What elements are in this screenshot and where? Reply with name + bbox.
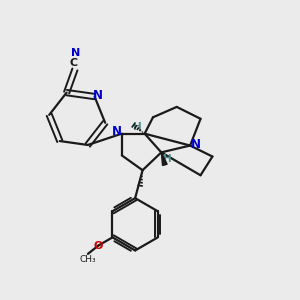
Text: N: N [191, 138, 201, 151]
Text: N: N [111, 125, 122, 138]
Text: C: C [70, 58, 78, 68]
Polygon shape [161, 152, 167, 166]
Text: N: N [71, 48, 80, 58]
Text: CH₃: CH₃ [80, 255, 96, 264]
Text: O: O [93, 241, 102, 251]
Text: N: N [93, 89, 103, 102]
Text: H: H [164, 154, 172, 164]
Text: H: H [133, 122, 142, 132]
